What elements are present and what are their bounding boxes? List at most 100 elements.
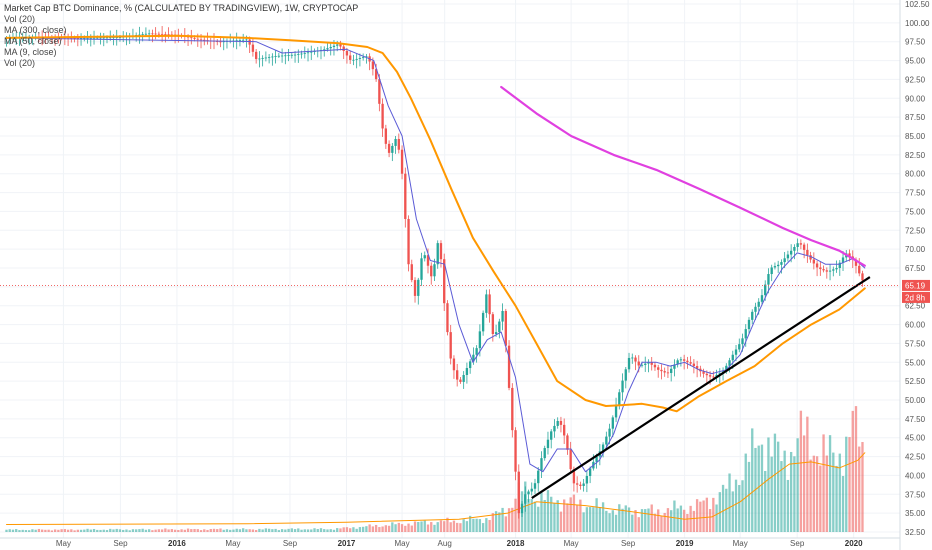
volume-bar [501,507,504,532]
volume-bar [786,479,790,532]
candle-body [151,33,154,35]
candle-body [786,254,790,259]
volume-bar [498,512,501,532]
volume-bar [666,508,670,532]
volume-bar [760,444,764,532]
volume-bar [66,529,70,532]
volume-bar [112,529,115,532]
candle-body [420,258,423,280]
volume-bar [682,509,686,532]
candle-body [563,424,566,436]
volume-bar [167,529,170,532]
candle-body [115,37,118,39]
volume-bar [861,442,864,532]
y-tick-label: 75.00 [905,207,926,216]
volume-bar [251,529,255,532]
volume-bar [157,529,161,532]
candle-body [99,37,102,39]
candle-body [835,268,838,270]
volume-bar [203,529,206,532]
candle-body [650,362,653,365]
candle-body [371,61,375,70]
candle-body [621,380,624,393]
volume-bar [131,529,135,532]
volume-bar [595,498,598,532]
volume-bar [76,529,79,532]
moving-averages [5,34,866,473]
volume-bar [585,507,589,532]
volume-bar [193,528,196,532]
volume-bar [563,499,566,532]
volume-bar [248,529,251,532]
volume-bar [11,529,15,532]
volume-bar [731,491,734,532]
volume-bar [31,529,34,532]
candle-body [825,270,828,272]
candle-body [618,392,621,405]
candle-body [352,59,355,61]
chart-title: Market Cap BTC Dominance, % (CALCULATED … [4,3,359,13]
volume-bar [702,500,705,532]
candle-body [734,349,738,355]
candle-body [608,428,611,437]
volume-bar [725,488,728,532]
candle-body [235,40,238,42]
candle-body [514,430,517,472]
candle-body [238,40,242,41]
volume-bar [459,523,462,532]
candle-body [520,503,524,514]
volume-bar [267,528,271,532]
x-tick-label: 2020 [845,539,863,548]
candle-body [310,51,313,53]
volume-bar [410,525,413,532]
volume-bar [319,528,323,532]
candle-body [501,310,504,322]
volume-bar [511,507,514,532]
candle-body [89,37,92,39]
candle-body [326,48,329,50]
volume-bar [757,445,760,532]
volume-bar [621,508,624,532]
volume-bar [436,522,439,532]
candle-body [773,266,777,268]
volume-bar [122,529,125,532]
legend-entry: MA (300, close) [4,25,67,35]
candle-body [96,37,99,39]
volume-bar [640,509,644,532]
volume-bar [433,524,436,532]
volume-bar [391,522,394,532]
candle-body [757,301,760,307]
candle-body [660,369,663,372]
trendline-group [531,276,871,499]
candle-body [854,259,858,266]
trendline [531,276,871,499]
candle-body [157,33,161,35]
volume-bar [812,455,816,532]
volume-bar [53,529,57,532]
candle-body [76,37,79,39]
volume-bar [592,507,595,532]
y-tick-label: 72.50 [905,226,926,235]
candle-body [251,44,255,52]
volume-bar [206,529,209,532]
volume-bar [254,530,258,532]
y-tick-label: 35.00 [905,509,926,518]
y-tick-label: 100.00 [905,19,930,28]
volume-bar [449,522,452,532]
volume-bar [170,529,174,532]
volume-bar [374,524,378,532]
candle-body [336,44,339,46]
candle-body [400,149,404,174]
candle-body [848,253,851,257]
volume-bar [63,529,67,532]
candle-body [815,263,819,268]
candle-body [144,33,148,35]
volume-bar [180,529,183,532]
candle-body [744,329,747,339]
volume-bar [819,465,822,532]
last-price-tag [902,279,930,291]
volume-bar [186,528,190,532]
candle-body [572,469,576,484]
candle-body [199,39,203,41]
candle-body [449,332,452,359]
